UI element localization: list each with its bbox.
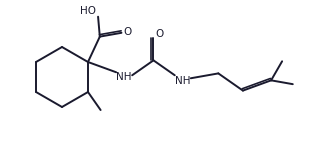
Text: O: O xyxy=(155,29,164,39)
Text: O: O xyxy=(123,27,132,37)
Text: NH: NH xyxy=(175,76,191,86)
Text: NH: NH xyxy=(116,72,132,82)
Text: HO: HO xyxy=(80,6,96,16)
